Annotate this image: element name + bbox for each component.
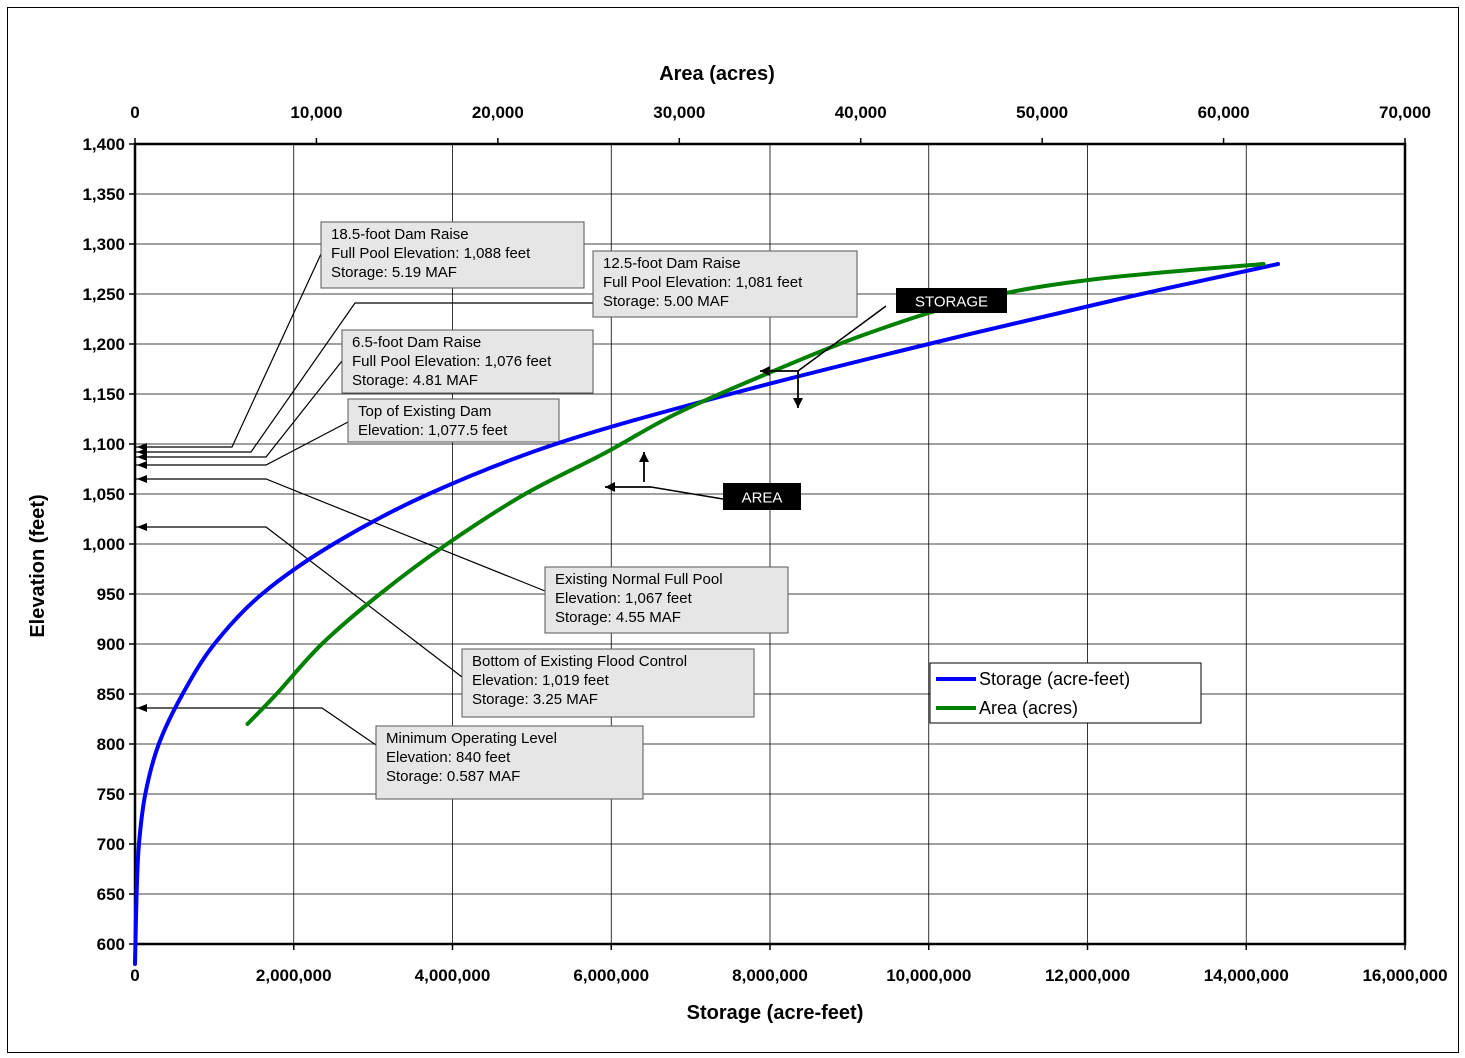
annotation-text-line: Elevation: 840 feet — [386, 749, 511, 766]
top-tick-label: 10,000 — [290, 103, 342, 122]
bottom-tick-label: 12,000,000 — [1045, 966, 1130, 985]
annotation-leader-line — [135, 302, 593, 453]
annotation-arrowhead — [137, 704, 147, 712]
curve-label-box — [896, 288, 1007, 313]
annotations: 18.5-foot Dam Raise Full Pool Elevation: … — [135, 221, 858, 800]
curve-label-arrowhead — [793, 398, 803, 408]
top-tick-label: 30,000 — [653, 103, 705, 122]
curve-label-arrowhead — [639, 452, 649, 462]
annotation-box — [592, 250, 858, 318]
chart-frame — [7, 7, 1459, 1053]
annotation-box — [544, 566, 789, 634]
annotation-arrowhead — [137, 453, 147, 461]
legend-box — [929, 662, 1202, 724]
annotation-text-line: Elevation: 1,019 feet — [472, 672, 610, 689]
y-tick-label: 700 — [97, 835, 125, 854]
annotation-box — [341, 329, 594, 394]
top-axis-title: Area (acres) — [659, 63, 775, 85]
annotation-text-line: Top of Existing Dam — [358, 403, 491, 420]
annotation-leader-line — [135, 253, 322, 448]
plot-area-border — [133, 142, 1407, 946]
annotation-arrowhead — [137, 475, 147, 483]
curve-label-leader — [797, 305, 887, 372]
bottom-tick-label: 16,000,000 — [1362, 966, 1447, 985]
annotation-text-line: 6.5-foot Dam Raise — [352, 334, 481, 351]
top-tick-label: 0 — [130, 103, 139, 122]
curve-label-text: AREA — [742, 490, 783, 507]
annotation-text-line: Storage: 0.587 MAF — [386, 768, 520, 785]
annotation-text-line: Storage: 5.19 MAF — [331, 264, 457, 281]
annotation-leader-line — [135, 707, 377, 746]
annotation-text-line: Minimum Operating Level — [386, 730, 557, 747]
y-tick-label: 1,200 — [82, 335, 125, 354]
top-tick-label: 20,000 — [472, 103, 524, 122]
annotation-text-line: 12.5-foot Dam Raise — [603, 255, 741, 272]
tick-labels: 600 650 700 750 800 850 900 950 1,000 1,050 1,100 1… — [82, 103, 1447, 985]
y-tick-label: 1,000 — [82, 535, 125, 554]
bottom-tick-label: 8,000,000 — [732, 966, 808, 985]
annotation-arrowhead — [137, 461, 147, 469]
bottom-tick-label: 6,000,000 — [573, 966, 649, 985]
y-tick-label: 850 — [97, 685, 125, 704]
y-axis-title: Elevation (feet) — [27, 494, 49, 637]
y-tick-label: 1,350 — [82, 185, 125, 204]
y-tick-label: 1,100 — [82, 435, 125, 454]
annotation-box — [347, 398, 560, 443]
annotation-leader-line — [135, 360, 343, 458]
y-tick-label: 900 — [97, 635, 125, 654]
curve-label-text: STORAGE — [915, 294, 988, 311]
bottom-tick-label: 4,000,000 — [415, 966, 491, 985]
legend: Storage (acre-feet) Area (acres) — [929, 662, 1202, 724]
annotation-text-line: Full Pool Elevation: 1,088 feet — [331, 245, 531, 262]
series-line — [133, 262, 1280, 966]
annotation-leader-line — [135, 478, 546, 592]
annotation-text-line: Full Pool Elevation: 1,076 feet — [352, 353, 552, 370]
curve-label-arrowhead — [760, 366, 770, 376]
curve-label-leader — [650, 486, 724, 500]
top-tick-label: 50,000 — [1016, 103, 1068, 122]
annotation-box — [461, 648, 755, 718]
legend-entry: Storage (acre-feet) — [979, 669, 1130, 689]
bottom-tick-label: 10,000,000 — [886, 966, 971, 985]
annotation-text-line: Existing Normal Full Pool — [555, 571, 723, 588]
annotation-arrowhead — [137, 523, 147, 531]
y-tick-label: 600 — [97, 935, 125, 954]
annotation-text-line: Elevation: 1,077.5 feet — [358, 422, 508, 439]
curve-label-arrowhead — [605, 482, 615, 492]
annotation-box — [375, 725, 644, 800]
curve-label-box — [723, 483, 801, 510]
annotation-text-line: Elevation: 1,067 feet — [555, 590, 693, 607]
top-tick-label: 70,000 — [1379, 103, 1431, 122]
annotation-leader-line — [135, 421, 349, 466]
annotation-text-line: Full Pool Elevation: 1,081 feet — [603, 274, 803, 291]
y-tick-label: 1,300 — [82, 235, 125, 254]
y-tick-label: 950 — [97, 585, 125, 604]
bottom-tick-label: 2,000,000 — [256, 966, 332, 985]
legend-entry: Area (acres) — [979, 698, 1078, 718]
y-tick-label: 750 — [97, 785, 125, 804]
y-tick-label: 1,050 — [82, 485, 125, 504]
annotation-leader-line — [135, 526, 463, 678]
annotation-text-line: Bottom of Existing Flood Control — [472, 653, 687, 670]
y-tick-label: 800 — [97, 735, 125, 754]
y-tick-label: 650 — [97, 885, 125, 904]
bottom-tick-label: 0 — [130, 966, 139, 985]
annotation-text-line: Storage: 5.00 MAF — [603, 293, 729, 310]
y-tick-label: 1,150 — [82, 385, 125, 404]
y-tick-label: 1,250 — [82, 285, 125, 304]
annotation-box — [320, 221, 585, 289]
bottom-axis-title: Storage (acre-feet) — [687, 1002, 864, 1024]
grid-lines — [129, 138, 1406, 950]
bottom-tick-label: 14,000,000 — [1204, 966, 1289, 985]
annotation-text-line: Storage: 4.55 MAF — [555, 609, 681, 626]
annotation-text-line: Storage: 3.25 MAF — [472, 691, 598, 708]
curve-labels: STORAGE AREA — [605, 288, 1007, 510]
annotation-text-line: Storage: 4.81 MAF — [352, 372, 478, 389]
annotation-text-line: 18.5-foot Dam Raise — [331, 226, 469, 243]
top-tick-label: 40,000 — [835, 103, 887, 122]
y-tick-label: 1,400 — [82, 135, 125, 154]
top-tick-label: 60,000 — [1198, 103, 1250, 122]
